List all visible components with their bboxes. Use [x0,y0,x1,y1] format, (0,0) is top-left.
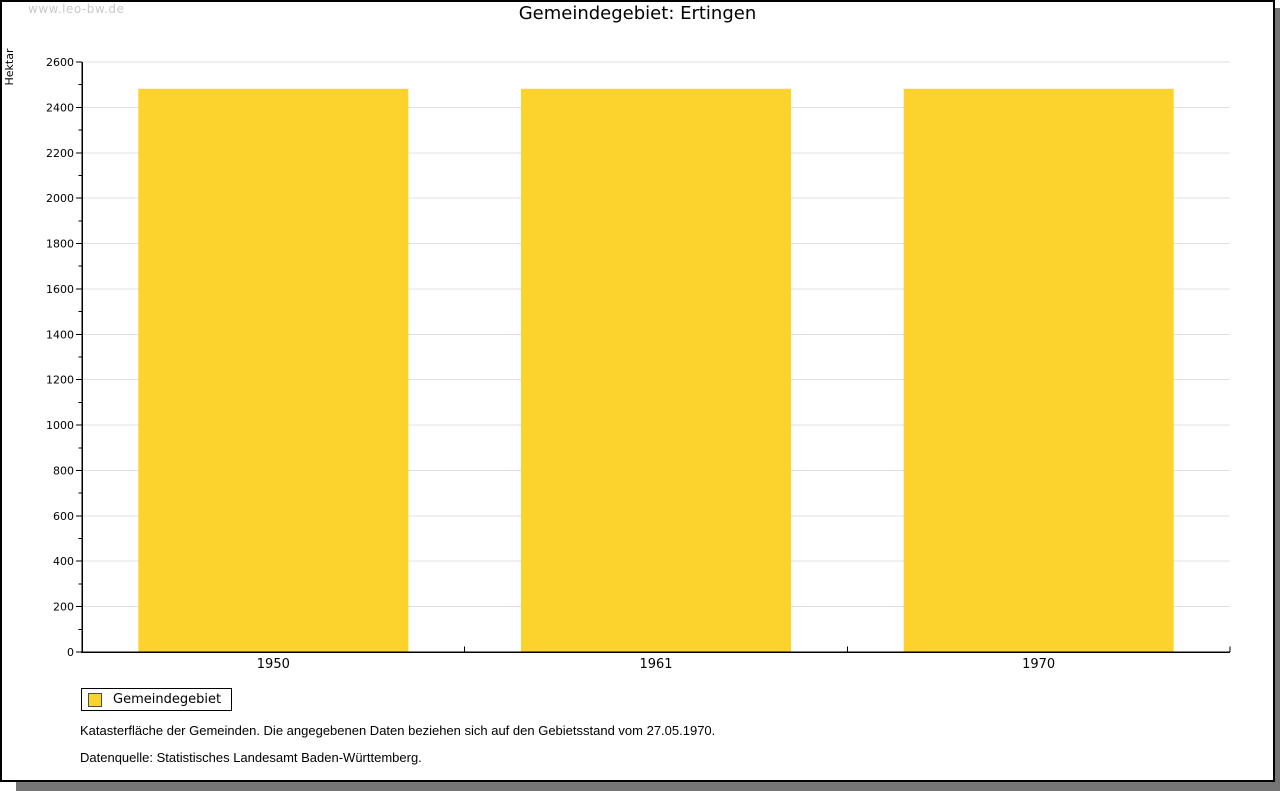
y-tick-label-2600: 2600 [46,56,74,69]
legend-color-swatch-icon [88,692,102,707]
x-category-label-1970: 1970 [1022,657,1055,672]
page-shadow-right [1275,8,1280,791]
y-tick-label-1600: 1600 [46,283,74,296]
bar-1961 [521,88,791,653]
y-tick-label-200: 200 [53,601,74,614]
y-tick-label-1200: 1200 [46,374,74,387]
y-tick-label-1800: 1800 [46,238,74,251]
bar-1970 [903,88,1174,653]
x-category-label-1961: 1961 [639,657,672,672]
x-category-label-1950: 1950 [257,657,290,672]
legend: Gemeindegebiet [81,688,232,711]
page-title: Gemeindegebiet: Ertingen [518,3,757,24]
y-tick-label-800: 800 [53,464,74,477]
y-axis-label: Hektar [3,48,16,85]
watermark: www.leo-bw.de [28,2,125,16]
y-tick-label-0: 0 [67,646,74,659]
page-shadow-bottom [16,782,1280,791]
y-tick-label-1400: 1400 [46,328,74,341]
y-tick-label-2400: 2400 [46,101,74,114]
y-tick-label-600: 600 [53,510,74,523]
legend-label: Gemeindegebiet [113,692,222,707]
y-tick-label-2000: 2000 [46,192,74,205]
y-tick-label-400: 400 [53,555,74,568]
footnote-data-source: Datenquelle: Statistisches Landesamt Bad… [80,750,422,765]
footnote-source-note: Katasterfläche der Gemeinden. Die angege… [80,723,716,738]
y-tick-label-2200: 2200 [46,147,74,160]
y-tick-label-1000: 1000 [46,419,74,432]
bar-1950 [138,88,409,653]
